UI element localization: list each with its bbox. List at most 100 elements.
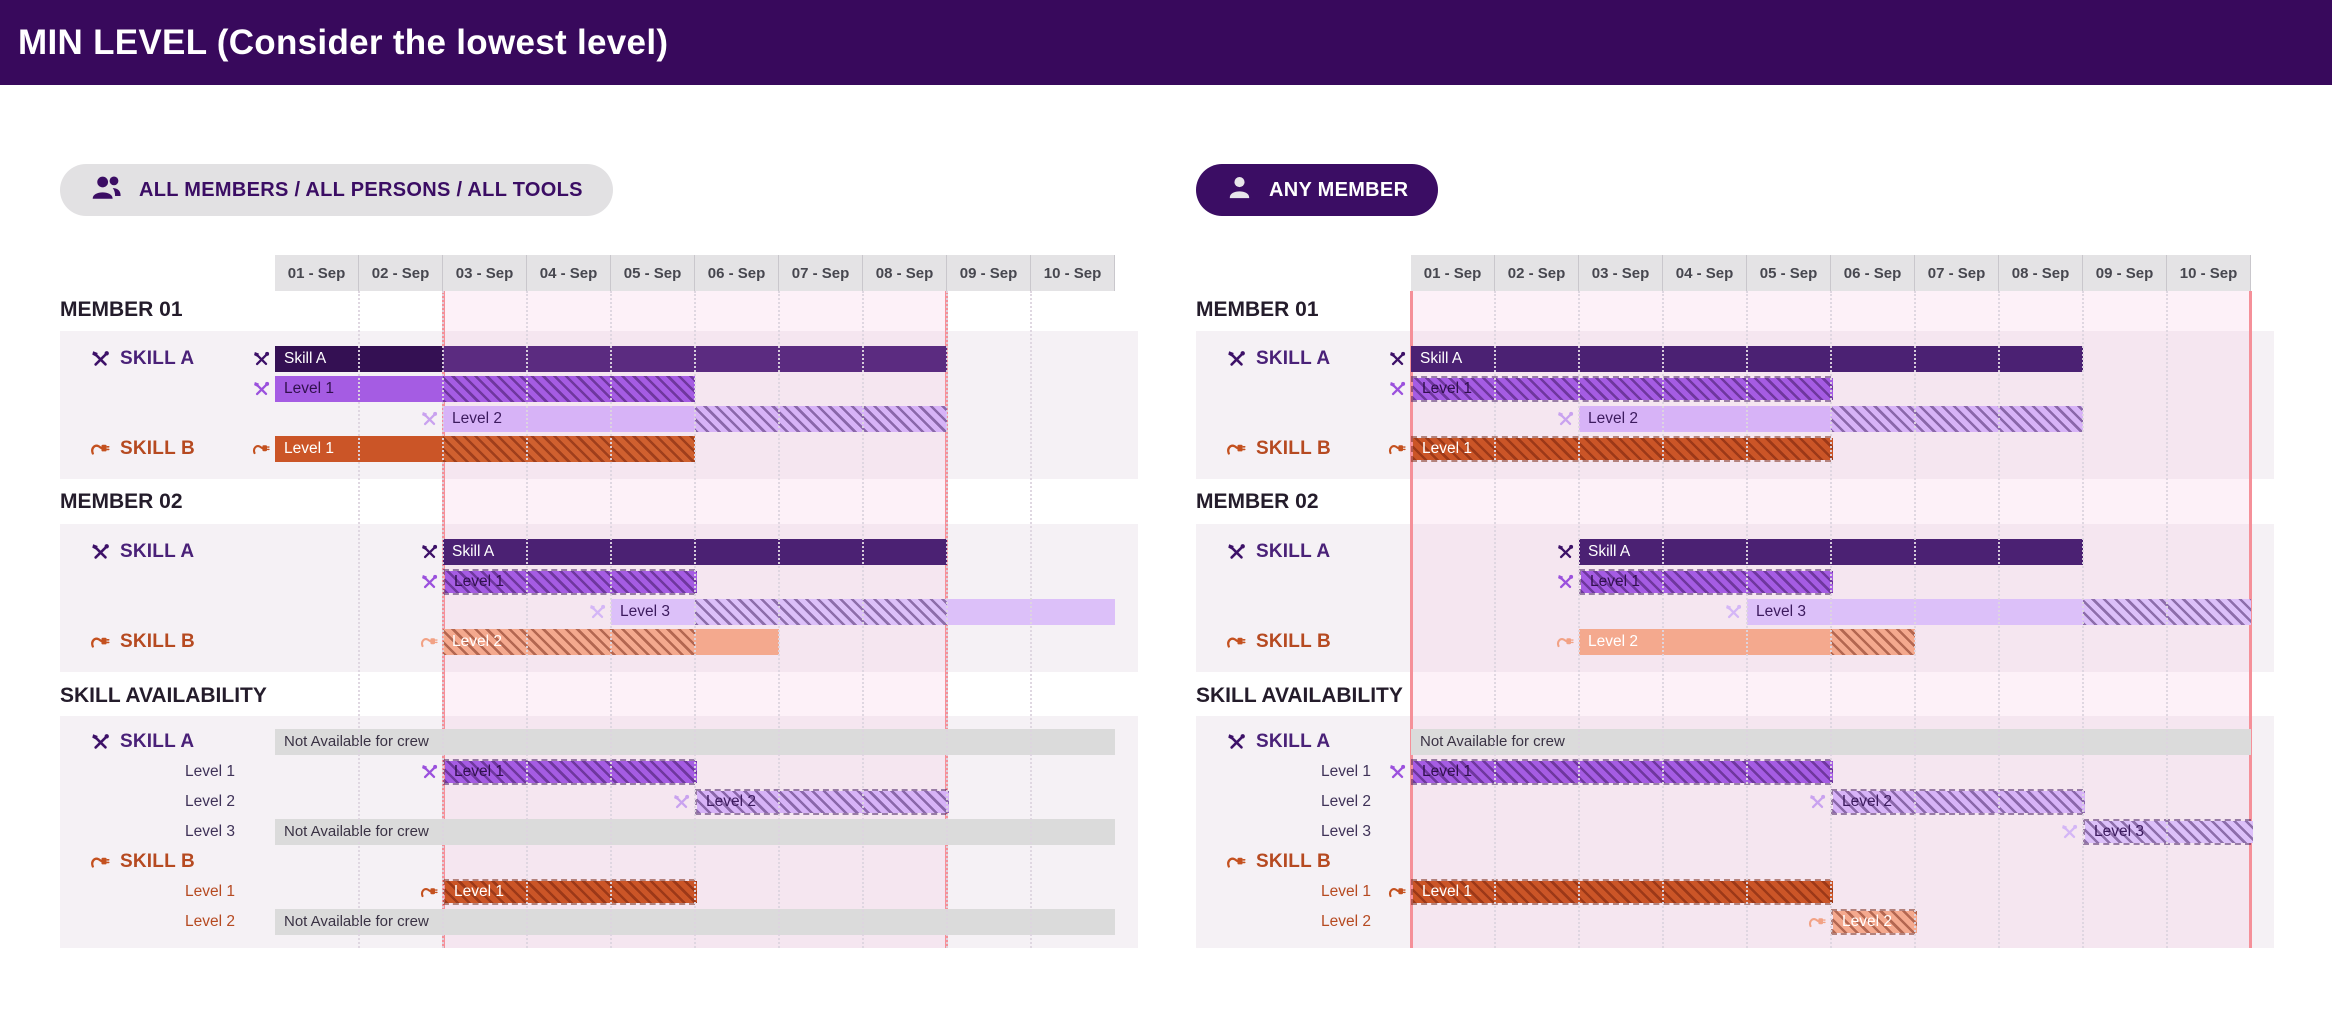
bar-label: Level 3 [1756, 603, 1806, 620]
gantt-bar[interactable]: Level 2 [1579, 406, 2083, 432]
bar-label: Level 1 [284, 440, 334, 457]
plug-icon [1226, 632, 1247, 653]
bar-segment-solid [443, 406, 695, 432]
gantt-bar[interactable]: Level 2 [1579, 629, 1915, 655]
legend-skill-a: SKILL A [1226, 344, 1330, 374]
tools-icon [590, 604, 606, 618]
section-heading: SKILL AVAILABILITY [1196, 684, 1403, 707]
tools-icon [669, 789, 694, 815]
tools-icon [1390, 351, 1406, 365]
gantt-bar[interactable]: Level 2 [443, 406, 947, 432]
plug-icon [1385, 879, 1410, 905]
section-heading: MEMBER 02 [60, 490, 183, 513]
bar-label: Level 1 [1422, 440, 1472, 457]
section-heading: MEMBER 01 [60, 298, 183, 321]
legend-label: SKILL A [120, 541, 195, 562]
tools-icon [1721, 599, 1746, 625]
tools-icon [417, 539, 442, 565]
legend-label: SKILL B [1256, 438, 1331, 459]
gantt-bar[interactable]: Level 1 [1411, 759, 1833, 785]
date-header-cell: 03 - Sep [443, 255, 527, 291]
gantt-bar[interactable]: Level 2 [1831, 909, 1917, 935]
bar-label: Level 1 [1422, 883, 1472, 900]
tools-icon [1228, 543, 1245, 559]
tools-icon [2057, 819, 2082, 845]
date-header-cell: 04 - Sep [1663, 255, 1747, 291]
column-grid-line [2082, 291, 2084, 948]
legend-level-label: Level 2 [1321, 913, 1371, 930]
plug-icon [1226, 439, 1247, 460]
tools-icon [1228, 733, 1245, 749]
legend-label: SKILL A [1256, 541, 1331, 562]
gantt-bar[interactable]: Level 2 [1831, 789, 2085, 815]
gantt-bar[interactable]: Level 1 [1579, 569, 1833, 595]
plug-icon [1389, 887, 1406, 897]
column-grid-line [1030, 291, 1032, 948]
plug-icon [421, 887, 438, 897]
date-header-cell: 01 - Sep [275, 255, 359, 291]
column-grid-line [1914, 291, 1916, 948]
legend-level-label: Level 1 [1321, 883, 1371, 900]
column-grid-line [1662, 291, 1664, 948]
plug-icon [417, 629, 442, 655]
gantt-bar[interactable]: Level 1 [1411, 879, 1833, 905]
bar-label: Level 1 [454, 573, 504, 590]
panel-all-members-panel: 01 - Sep 02 - Sep 03 - Sep 04 - Sep 05 - Sep… [60, 255, 1138, 950]
gantt-bar[interactable]: Level 2 [695, 789, 949, 815]
date-header-cell: 09 - Sep [947, 255, 1031, 291]
legend-label: SKILL B [120, 438, 195, 459]
tools-icon [585, 599, 610, 625]
bar-label: Level 2 [452, 633, 502, 650]
plug-icon [1227, 637, 1246, 648]
bar-segment-tentative [1831, 629, 1915, 655]
plug-icon [421, 637, 438, 647]
column-grid-line [1494, 291, 1496, 948]
bar-label: Level 1 [454, 763, 504, 780]
gantt-bar[interactable]: Level 2 [443, 629, 779, 655]
filter-all-members-button[interactable]: ALL MEMBERS / ALL PERSONS / ALL TOOLS [60, 164, 613, 216]
date-header-cell: 08 - Sep [863, 255, 947, 291]
tools-icon [249, 376, 274, 402]
column-grid-line [358, 291, 360, 948]
legend-level-label: Level 2 [185, 913, 235, 930]
gantt-bar[interactable]: Level 1 [443, 569, 697, 595]
tools-icon [417, 406, 442, 432]
plug-icon [1557, 637, 1574, 647]
person-icon [1229, 176, 1250, 198]
bar-segment-tentative [697, 791, 949, 813]
bar-segment-tentative [445, 571, 697, 593]
gantt-bar[interactable]: Level 1 [1411, 436, 1833, 462]
bar-segment-tentative [445, 881, 697, 903]
date-header-cell: 05 - Sep [611, 255, 695, 291]
legend-label: SKILL A [1256, 731, 1331, 752]
legend-label: SKILL B [1256, 851, 1331, 872]
date-header-cell: 10 - Sep [2167, 255, 2251, 291]
filter-any-member-button[interactable]: ANY MEMBER [1196, 164, 1439, 216]
bar-segment-solid [1579, 629, 1831, 655]
bar-label: Level 2 [1842, 913, 1892, 930]
gantt-bar[interactable]: Level 1 [443, 759, 697, 785]
bar-label: Level 1 [454, 883, 504, 900]
tools-icon [92, 350, 109, 366]
date-header-cell: 08 - Sep [1999, 255, 2083, 291]
bar-segment-tentative [443, 629, 695, 655]
gantt-bar[interactable]: Level 1 [443, 879, 697, 905]
bar-label: Skill A [1588, 543, 1631, 560]
tools-icon [422, 574, 438, 588]
tools-icon [422, 411, 438, 425]
plug-icon [253, 444, 270, 454]
gantt-bar[interactable]: Level 1 [1411, 376, 1833, 402]
range-start-marker-line [1410, 291, 1413, 948]
legend-level-label: Level 2 [185, 793, 235, 810]
gantt-bar[interactable]: Level 1 [275, 376, 695, 402]
tools-icon [1385, 759, 1410, 785]
column-grid-line [1578, 291, 1580, 948]
bar-label: Skill A [1420, 350, 1463, 367]
legend-level-label: Level 1 [185, 763, 235, 780]
plug-icon [91, 444, 110, 455]
gantt-bar[interactable]: Level 1 [275, 436, 695, 462]
gantt-bar[interactable]: Level 3 [611, 599, 1115, 625]
section-heading: MEMBER 02 [1196, 490, 1319, 513]
tools-icon [90, 349, 111, 370]
bar-label: Level 1 [1590, 573, 1640, 590]
